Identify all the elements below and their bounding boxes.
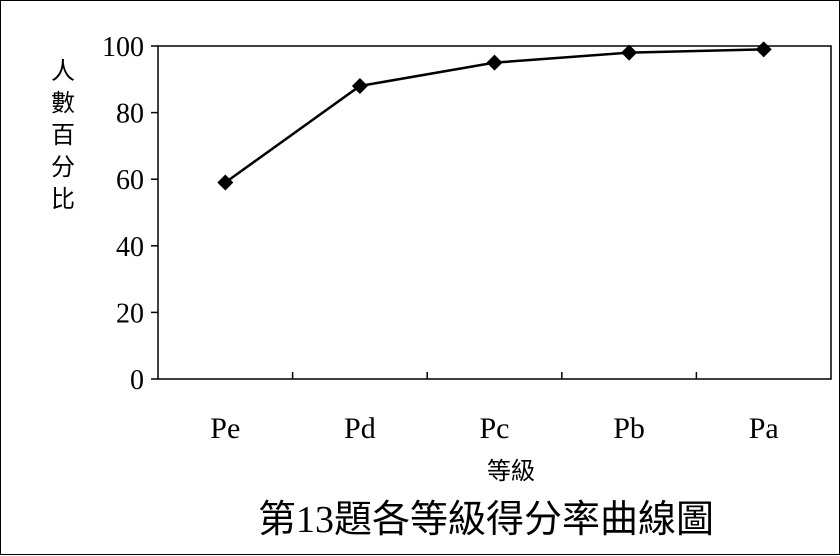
y-axis-title-char: 數 [51, 90, 75, 117]
y-tick-label: 80 [116, 99, 144, 130]
data-point-marker [217, 174, 234, 191]
y-axis-title-char: 人 [51, 59, 75, 85]
x-category-label: Pe [210, 412, 240, 445]
plot-area [157, 45, 832, 380]
x-axis-ticks [291, 372, 698, 379]
y-axis-title: 人數百分比 [51, 59, 75, 213]
data-point-marker [351, 77, 368, 94]
data-point-marker [486, 54, 503, 71]
x-axis-title: 等級 [487, 458, 535, 485]
x-category-label: Pa [749, 412, 779, 445]
data-point-marker [755, 41, 772, 58]
y-tick-label: 20 [116, 298, 144, 329]
x-category-label: Pd [344, 412, 376, 445]
y-axis-ticks [151, 45, 158, 380]
series-layer [217, 41, 772, 191]
y-tick-label: 0 [130, 365, 144, 396]
x-category-label: Pb [613, 412, 645, 445]
x-category-label: Pc [480, 412, 510, 445]
y-axis-tick-labels: 0 20 40 60 80 100 [102, 32, 144, 396]
data-point-marker [621, 44, 638, 61]
y-tick-label: 40 [116, 232, 144, 263]
y-tick-label: 100 [102, 32, 144, 63]
y-tick-label: 60 [116, 165, 144, 196]
x-axis-tick-labels: Pe Pd Pc Pb Pa [210, 412, 778, 445]
y-axis-title-char: 分 [51, 154, 75, 181]
y-axis-title-char: 百 [51, 123, 75, 149]
chart-title: 第13題各等級得分率曲線圖 [258, 499, 714, 541]
y-axis-title-char: 比 [51, 186, 75, 213]
